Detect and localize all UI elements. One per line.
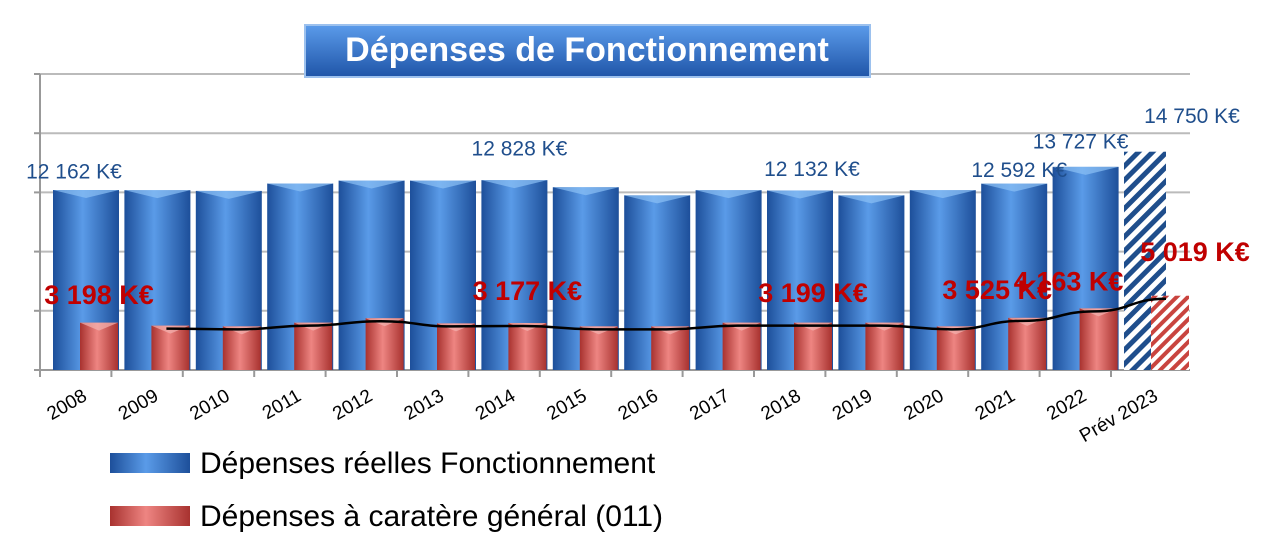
bar-cap [124,190,191,199]
x-tick-label: 2013 [401,385,448,424]
bar [1151,295,1189,370]
bar [1008,317,1047,370]
x-tick-label: 2017 [686,385,733,424]
x-tick-label: 2011 [259,385,305,424]
labels: 12 162 K€ 12 828 K€ 12 132 K€ 12 592 K€ 13 7… [26,105,1250,310]
data-label: 12 592 K€ [971,159,1067,182]
legend-label: Dépenses à caratère général (011) [200,500,663,533]
data-label: 12 132 K€ [764,158,860,181]
x-tick-label: 2008 [44,385,91,424]
chart-title: Dépenses de Fonctionnement [345,31,829,69]
x-tick-label: 2019 [829,385,876,424]
bar-cap [767,190,833,199]
bar-cap [338,180,405,189]
data-label: 12 162 K€ [26,161,122,184]
bar-cap [981,183,1048,192]
x-tick-label: 2020 [900,385,947,424]
bar-cap [195,190,262,199]
legend-label: Dépenses réelles Fonctionnement [200,447,656,480]
bar-cap [1052,166,1119,175]
bar-cap [53,190,119,199]
x-tick-label: 2022 [1043,385,1090,424]
x-tick-label: 2009 [115,385,162,424]
bars [53,151,1189,370]
title-box [304,24,871,78]
x-tick-label: 2018 [758,385,805,424]
bar [365,318,404,370]
data-label: 5 019 K€ [1140,237,1250,267]
bar-cap [552,187,619,196]
x-tick-label: Prév 2023 [1076,385,1162,446]
x-tick-label: 2015 [543,385,590,424]
bar-cap [80,322,118,331]
bar [1079,308,1118,370]
bar-cap [410,180,476,189]
legend-swatch [110,453,190,473]
bar-cap [267,183,334,192]
data-label: 3 177 K€ [473,276,583,306]
bar-cap [838,195,905,204]
x-tick-label: 2012 [329,385,376,424]
x-tick-label: 2021 [972,385,1019,424]
bar-cap [695,190,762,199]
data-label: 14 750 K€ [1144,105,1240,128]
x-tick-label: 2016 [615,385,662,424]
trend-line [166,297,1167,331]
x-tick-label: 2010 [186,385,233,424]
legend-swatch [110,506,190,526]
data-label: 12 828 K€ [472,138,568,161]
x-tick-label: 2014 [472,385,519,425]
data-label: 3 525 K€ [942,275,1052,305]
data-label: 13 727 K€ [1033,130,1129,153]
bar-cap [909,190,976,199]
data-label: 4 163 K€ [1014,267,1124,297]
bar-cap [624,195,691,204]
bar-cap [481,180,548,189]
data-label: 3 199 K€ [758,278,868,308]
data-label: 3 198 K€ [44,280,154,310]
